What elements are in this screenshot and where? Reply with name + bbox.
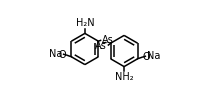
- Text: As: As: [102, 35, 114, 45]
- Text: Na: Na: [49, 49, 62, 59]
- Text: H₂N: H₂N: [76, 18, 94, 28]
- Text: O: O: [59, 50, 66, 60]
- Text: NH₂: NH₂: [115, 72, 133, 82]
- Text: Na: Na: [147, 51, 160, 61]
- Text: O: O: [143, 52, 150, 62]
- Text: As: As: [95, 40, 107, 50]
